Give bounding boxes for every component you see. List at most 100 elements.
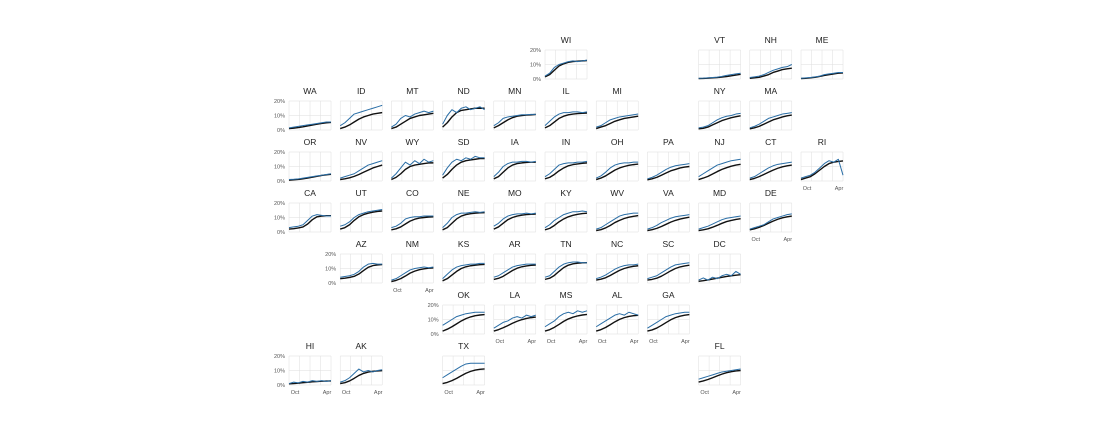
series-observed-il bbox=[544, 111, 588, 127]
y-tick-label-az-0: 0% bbox=[328, 281, 336, 287]
panel-title-az: AZ bbox=[356, 239, 367, 249]
series-observed-dc bbox=[698, 270, 741, 281]
panel-title-ne: NE bbox=[458, 188, 470, 198]
series-observed-ks bbox=[442, 262, 485, 280]
panel-title-mo: MO bbox=[508, 188, 522, 198]
series-estimate-sd bbox=[442, 157, 485, 179]
series-estimate-ms bbox=[544, 313, 588, 332]
y-tick-label-wi-2: 20% bbox=[530, 48, 541, 54]
panel-ut: UT bbox=[339, 188, 383, 233]
y-tick-label-ca-1: 10% bbox=[274, 216, 285, 222]
panel-title-nj: NJ bbox=[714, 137, 724, 147]
y-tick-label-az-2: 20% bbox=[325, 252, 336, 258]
panel-title-tn: TN bbox=[560, 239, 571, 249]
x-tick-label-ga-0: Oct bbox=[649, 339, 658, 345]
panel-ny: NY bbox=[698, 86, 741, 131]
series-observed-wi bbox=[544, 59, 588, 77]
panel-title-oh: OH bbox=[611, 137, 624, 147]
panel-md: MD bbox=[698, 188, 741, 233]
panel-vt: VT bbox=[698, 35, 741, 80]
x-tick-label-al-1: Apr bbox=[630, 339, 639, 345]
panel-ar: AR bbox=[493, 239, 537, 284]
x-tick-label-nm-1: Apr bbox=[425, 288, 434, 294]
series-estimate-id bbox=[339, 111, 383, 130]
series-observed-sc bbox=[647, 262, 690, 280]
panel-title-fl: FL bbox=[715, 341, 725, 351]
x-tick-label-la-0: Oct bbox=[496, 339, 505, 345]
x-tick-label-ms-1: Apr bbox=[579, 339, 588, 345]
panel-ms: MS Oct Apr bbox=[544, 290, 588, 345]
series-estimate-il bbox=[544, 112, 588, 129]
panel-title-hi: HI bbox=[306, 341, 315, 351]
series-estimate-co bbox=[391, 216, 434, 231]
series-observed-de bbox=[749, 213, 792, 230]
panel-fl: FL Oct Apr bbox=[698, 341, 741, 396]
panel-nh: NH bbox=[749, 35, 793, 80]
panel-oh: OH bbox=[595, 137, 639, 182]
y-tick-label-wa-2: 20% bbox=[274, 99, 285, 105]
series-estimate-tn bbox=[544, 262, 588, 281]
panel-title-al: AL bbox=[612, 290, 623, 300]
panel-pa: PA bbox=[647, 137, 690, 182]
series-observed-mi bbox=[596, 113, 639, 128]
panel-title-ks: KS bbox=[458, 239, 470, 249]
series-observed-co bbox=[391, 215, 434, 229]
series-estimate-al bbox=[595, 314, 639, 332]
series-observed-pa bbox=[647, 163, 690, 180]
y-tick-label-wa-1: 10% bbox=[274, 114, 285, 120]
series-observed-ga bbox=[647, 311, 690, 329]
series-estimate-tx bbox=[442, 368, 485, 385]
x-tick-label-tx-1: Apr bbox=[476, 390, 485, 396]
y-tick-label-wi-1: 10% bbox=[530, 63, 541, 69]
y-tick-label-ok-1: 10% bbox=[428, 318, 439, 324]
y-tick-label-ca-2: 20% bbox=[274, 201, 285, 207]
panel-az: AZ 0% 10% 20% bbox=[325, 239, 383, 287]
series-estimate-la bbox=[493, 316, 536, 332]
panel-ak: AK Oct Apr bbox=[339, 341, 383, 396]
panel-ma: MA bbox=[749, 86, 793, 131]
panel-title-ca: CA bbox=[304, 188, 316, 198]
panel-title-ar: AR bbox=[509, 239, 521, 249]
panel-title-va: VA bbox=[663, 188, 674, 198]
panel-title-de: DE bbox=[765, 188, 777, 198]
series-observed-nj bbox=[698, 158, 741, 178]
panel-ga: GA Oct Apr bbox=[647, 290, 690, 345]
panel-title-mt: MT bbox=[406, 86, 418, 96]
panel-title-id: ID bbox=[357, 86, 366, 96]
panel-title-ri: RI bbox=[818, 137, 827, 147]
panel-title-nm: NM bbox=[406, 239, 419, 249]
panel-wi: WI 0% 10% 20% bbox=[530, 35, 588, 83]
series-observed-va bbox=[647, 214, 690, 230]
series-observed-ma bbox=[749, 112, 792, 129]
panel-nv: NV bbox=[339, 137, 383, 182]
panel-title-dc: DC bbox=[713, 239, 725, 249]
panel-ct: CT bbox=[749, 137, 793, 182]
x-tick-label-tx-0: Oct bbox=[444, 390, 453, 396]
y-tick-label-ca-0: 0% bbox=[277, 230, 285, 236]
series-estimate-nd bbox=[442, 107, 485, 128]
y-tick-label-or-2: 20% bbox=[274, 150, 285, 156]
panel-title-ut: UT bbox=[356, 188, 367, 198]
series-observed-nm bbox=[391, 266, 434, 281]
series-observed-ny bbox=[698, 112, 741, 129]
series-estimate-ky bbox=[544, 212, 588, 231]
series-estimate-mt bbox=[391, 112, 434, 130]
panel-nc: NC bbox=[595, 239, 639, 284]
panel-mn: MN bbox=[493, 86, 537, 131]
panel-sc: SC bbox=[647, 239, 690, 284]
series-estimate-sc bbox=[647, 264, 690, 281]
series-estimate-de bbox=[749, 215, 792, 231]
panel-title-sc: SC bbox=[662, 239, 674, 249]
panel-title-tx: TX bbox=[458, 341, 469, 351]
series-estimate-ok bbox=[442, 313, 485, 332]
y-tick-label-hi-0: 0% bbox=[277, 383, 285, 389]
series-observed-hi bbox=[288, 380, 332, 385]
panel-nm: NM Oct Apr bbox=[391, 239, 434, 294]
panel-or: OR 0% 10% 20% bbox=[274, 137, 332, 185]
series-observed-tn bbox=[544, 261, 587, 278]
panel-title-or: OR bbox=[304, 137, 317, 147]
series-estimate-ny bbox=[698, 115, 741, 130]
series-estimate-md bbox=[698, 217, 741, 232]
series-observed-wy bbox=[391, 158, 434, 179]
